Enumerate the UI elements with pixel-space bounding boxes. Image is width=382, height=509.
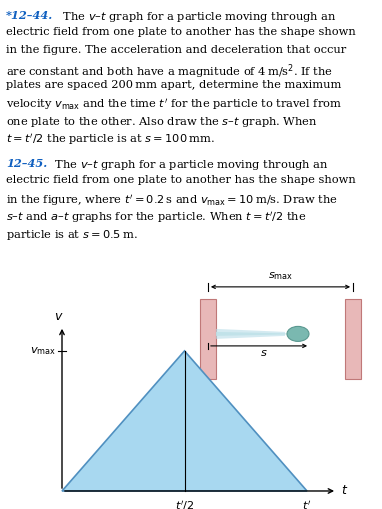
Text: The $v$–$t$ graph for a particle moving through an: The $v$–$t$ graph for a particle moving … [52, 10, 337, 24]
Text: $s_{\mathrm{max}}$: $s_{\mathrm{max}}$ [268, 270, 293, 282]
Polygon shape [216, 332, 290, 336]
Text: $t'$: $t'$ [302, 499, 312, 509]
Text: are constant and both have a magnitude of 4 m/s$^2$. If the: are constant and both have a magnitude o… [6, 63, 333, 81]
Text: $s$–$t$ and $a$–$t$ graphs for the particle. When $t = t'/2$ the: $s$–$t$ and $a$–$t$ graphs for the parti… [6, 210, 306, 225]
Bar [200, 299, 216, 379]
Text: $t'/2$: $t'/2$ [175, 499, 194, 509]
Text: electric field from one plate to another has the shape shown: electric field from one plate to another… [6, 175, 356, 185]
Ellipse shape [287, 326, 309, 342]
Text: $t$: $t$ [341, 485, 348, 497]
Text: particle is at $s = 0.5$ m.: particle is at $s = 0.5$ m. [6, 228, 138, 241]
Text: $t = t'/2$ the particle is at $s = 100$ mm.: $t = t'/2$ the particle is at $s = 100$ … [6, 132, 215, 147]
Text: $v$: $v$ [54, 310, 64, 323]
Text: electric field from one plate to another has the shape shown: electric field from one plate to another… [6, 27, 356, 38]
Text: one plate to the other. Also draw the $s$–$t$ graph. When: one plate to the other. Also draw the $s… [6, 115, 317, 129]
Text: in the figure, where $t' = 0.2$ s and $v_{\rm max} = 10$ m/s. Draw the: in the figure, where $t' = 0.2$ s and $v… [6, 192, 338, 208]
Text: $s$: $s$ [260, 348, 268, 358]
Text: $v_{\mathrm{max}}$: $v_{\mathrm{max}}$ [30, 345, 56, 357]
Polygon shape [62, 351, 307, 491]
Text: in the figure. The acceleration and deceleration that occur: in the figure. The acceleration and dece… [6, 45, 346, 55]
Text: velocity $v_{\rm max}$ and the time $t'$ for the particle to travel from: velocity $v_{\rm max}$ and the time $t'$… [6, 97, 342, 112]
Text: 12–45.: 12–45. [6, 158, 47, 168]
Text: The $v$–$t$ graph for a particle moving through an: The $v$–$t$ graph for a particle moving … [44, 158, 329, 172]
Text: *12–44.: *12–44. [6, 10, 53, 21]
Polygon shape [216, 329, 285, 339]
Text: plates are spaced 200 mm apart, determine the maximum: plates are spaced 200 mm apart, determin… [6, 80, 342, 90]
Bar [345, 299, 361, 379]
